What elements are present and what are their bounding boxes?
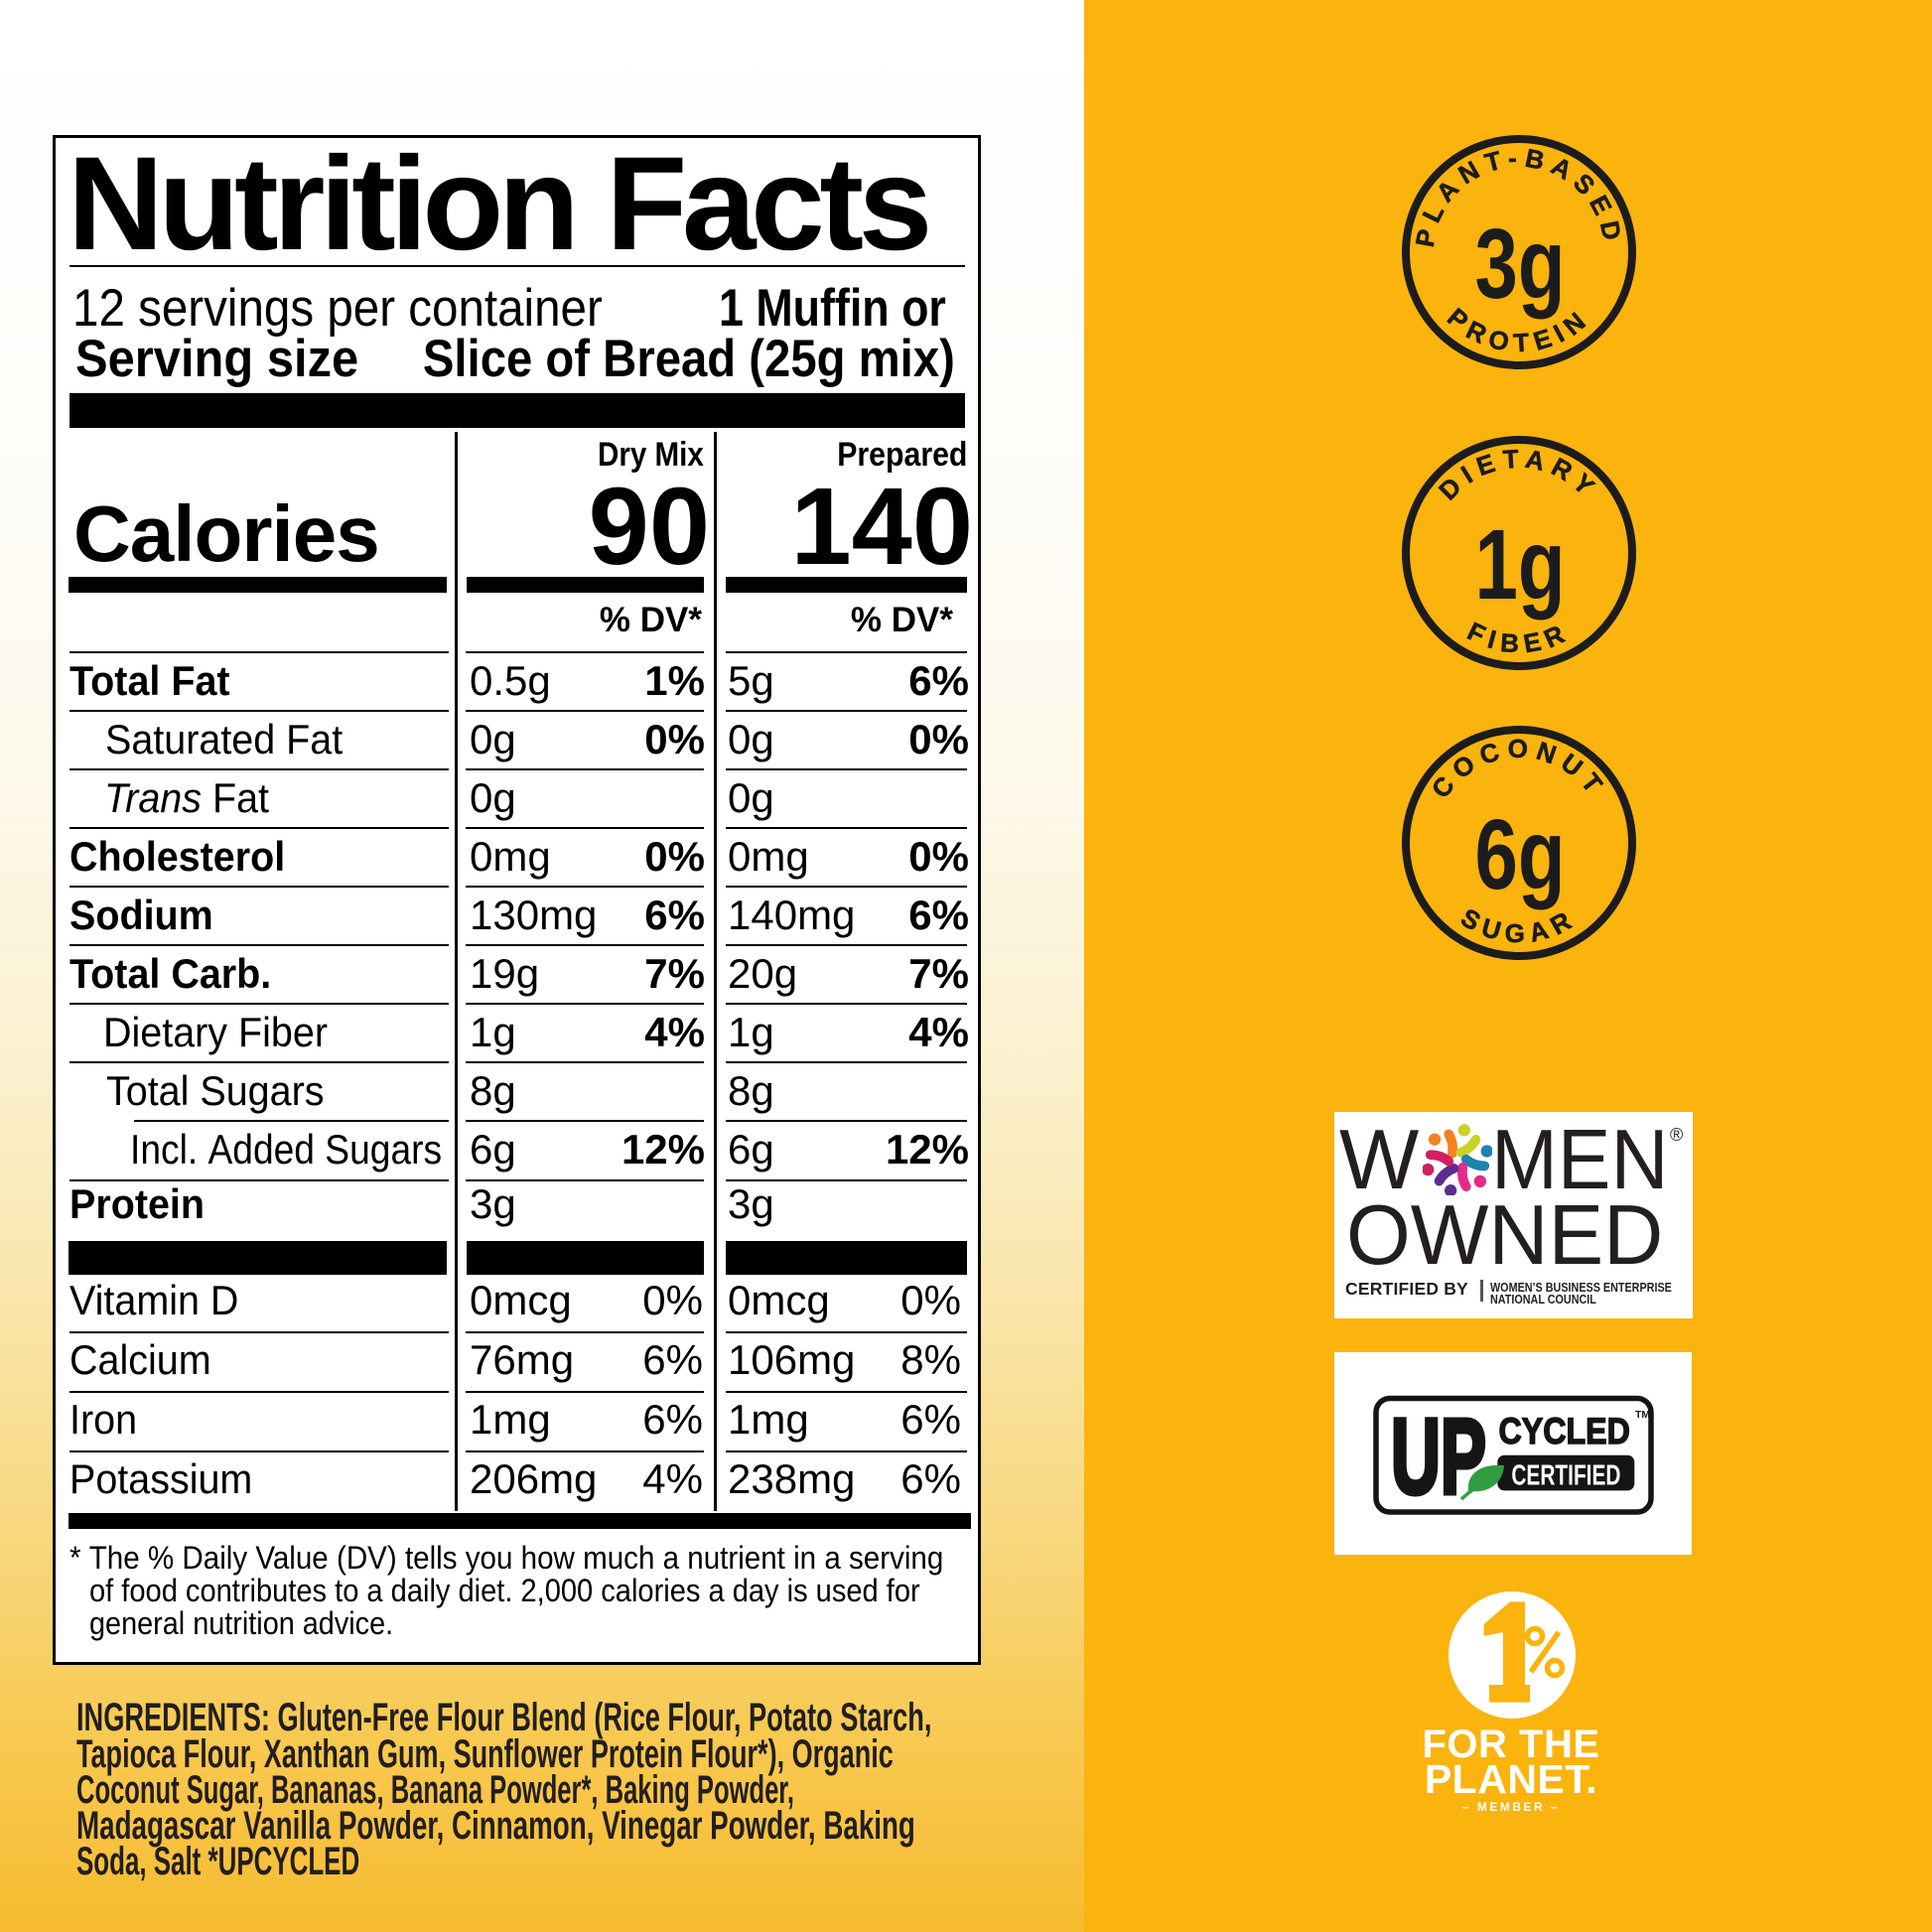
svg-text:PLANET.: PLANET. [1425, 1756, 1597, 1802]
svg-text:3g: 3g [1474, 209, 1565, 321]
svg-text:FIBER: FIBER [1463, 616, 1576, 658]
svg-text:FOR THE: FOR THE [1422, 1723, 1599, 1766]
svg-text:1g: 1g [1474, 510, 1565, 621]
svg-text:CERTIFIED: CERTIFIED [1511, 1459, 1620, 1491]
svg-text:COCONUT: COCONUT [1426, 734, 1613, 804]
svg-text:UP: UP [1391, 1397, 1486, 1516]
svg-text:CYCLED: CYCLED [1499, 1412, 1630, 1451]
svg-text:TM: TM [1635, 1409, 1650, 1421]
svg-text:6g: 6g [1474, 800, 1565, 911]
svg-text:– MEMBER –: – MEMBER – [1462, 1800, 1560, 1814]
